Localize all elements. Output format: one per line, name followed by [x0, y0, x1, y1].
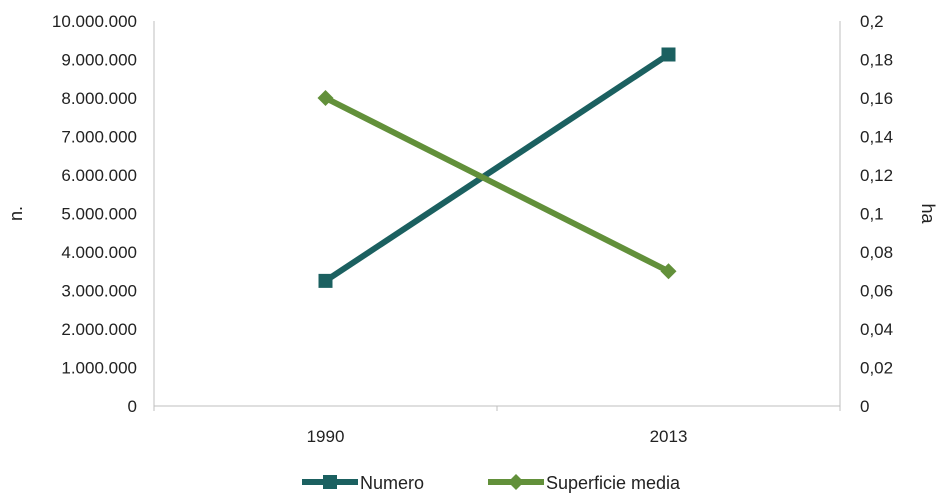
- legend: Numero Superficie media: [302, 473, 681, 493]
- right-tick-label: 0,14: [860, 128, 893, 147]
- left-tick-label: 6.000.000: [61, 166, 137, 185]
- right-tick-label: 0,1: [860, 205, 884, 224]
- right-tick-label: 0,18: [860, 51, 893, 70]
- legend-swatch-marker: [323, 475, 337, 489]
- x-tick-label: 2013: [650, 427, 688, 446]
- left-tick-label: 4.000.000: [61, 243, 137, 262]
- left-tick-label: 10.000.000: [52, 12, 137, 31]
- right-tick-label: 0,12: [860, 166, 893, 185]
- right-axis-ticks: 0 0,02 0,04 0,06 0,08 0,1 0,12 0,14 0,16 0,18 0,2: [860, 12, 893, 416]
- x-axis-ticks: 1990 2013: [307, 427, 688, 446]
- data-point-1: [318, 273, 333, 288]
- right-tick-label: 0,04: [860, 320, 893, 339]
- legend-label: Numero: [360, 473, 424, 493]
- right-tick-label: 0,06: [860, 282, 893, 301]
- right-tick-label: 0,08: [860, 243, 893, 262]
- right-axis-title: ha: [918, 203, 938, 224]
- left-tick-label: 1.000.000: [61, 359, 137, 378]
- series-layer: [317, 47, 677, 288]
- axes: [153, 21, 841, 411]
- left-tick-label: 8.000.000: [61, 89, 137, 108]
- x-tick-label: 1990: [307, 427, 345, 446]
- left-tick-label: 0: [128, 397, 137, 416]
- left-axis-ticks: 0 1.000.000 2.000.000 3.000.000 4.000.000 5.0…: [52, 12, 137, 416]
- right-tick-label: 0,2: [860, 12, 884, 31]
- data-point-2: [660, 263, 677, 280]
- right-tick-label: 0,02: [860, 359, 893, 378]
- data-point-2: [317, 90, 334, 106]
- left-tick-label: 9.000.000: [61, 51, 137, 70]
- legend-label: Superficie media: [546, 473, 681, 493]
- left-tick-label: 5.000.000: [61, 205, 137, 224]
- left-axis-title: n.: [6, 206, 26, 221]
- right-tick-label: 0,16: [860, 89, 893, 108]
- left-tick-label: 7.000.000: [61, 128, 137, 147]
- data-point-1: [661, 47, 676, 62]
- series-line-2: [324, 95, 670, 274]
- right-tick-label: 0: [860, 397, 869, 416]
- left-tick-label: 3.000.000: [61, 282, 137, 301]
- legend-swatch-marker: [508, 474, 524, 490]
- left-tick-label: 2.000.000: [61, 320, 137, 339]
- series-line-1: [323, 51, 671, 284]
